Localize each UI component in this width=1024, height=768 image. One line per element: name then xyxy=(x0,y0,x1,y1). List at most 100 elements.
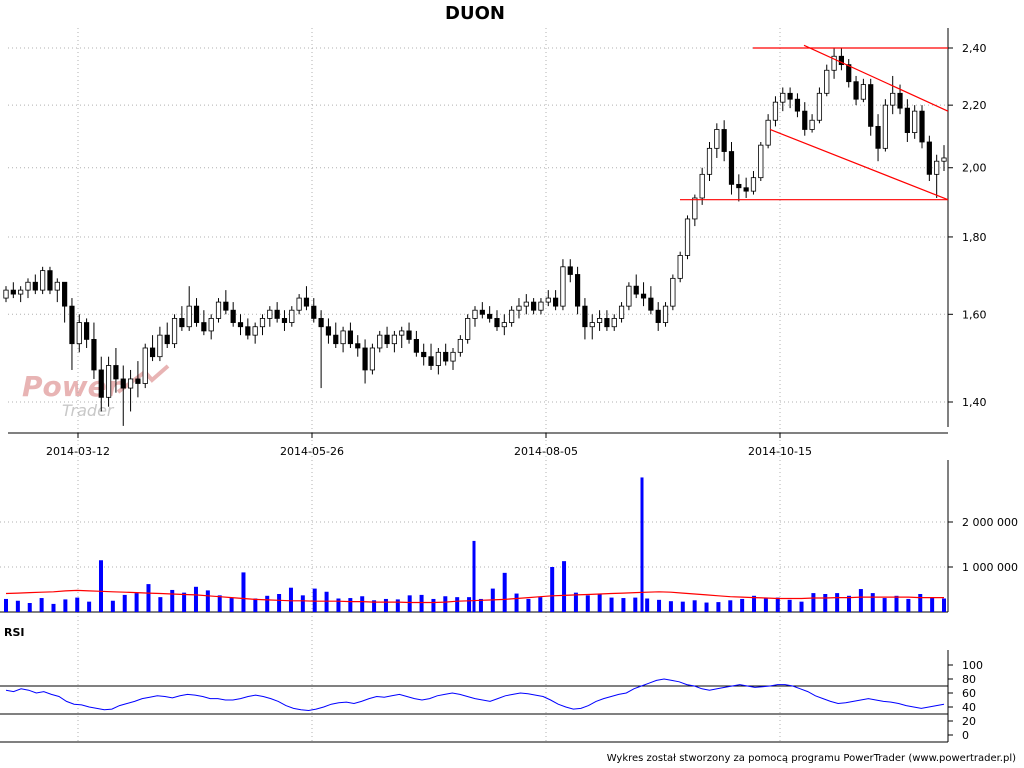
candle xyxy=(816,87,823,124)
watermark-trader-text: Trader xyxy=(62,401,115,420)
candle xyxy=(582,298,588,340)
candle-body xyxy=(399,330,405,336)
rsi-series xyxy=(0,678,948,715)
candle-body xyxy=(677,255,683,279)
volume-bar xyxy=(752,595,757,612)
upper-channel-line xyxy=(803,44,949,112)
candle-body xyxy=(325,326,332,336)
volume-tick-label: 2 000 000 xyxy=(962,516,1018,529)
volume-bar xyxy=(514,593,519,612)
candle-body xyxy=(201,322,207,332)
candle-body xyxy=(450,351,456,362)
volume-bar xyxy=(799,601,804,612)
volume-bar xyxy=(562,561,567,612)
candle xyxy=(523,294,529,315)
candle-body xyxy=(875,125,881,149)
volume-bar xyxy=(300,595,305,612)
candle-body xyxy=(76,322,82,345)
candle-body xyxy=(582,305,588,328)
candle xyxy=(113,347,119,393)
price-tick-label: 1,40 xyxy=(962,396,987,409)
candle xyxy=(193,298,200,327)
price-tick-label: 1,80 xyxy=(962,231,987,244)
candle xyxy=(868,78,874,136)
volume-bar xyxy=(633,597,638,612)
volume-bar xyxy=(277,594,282,612)
volume-bar xyxy=(419,594,424,612)
candle-body xyxy=(25,281,31,291)
footer-credit: Wykres został stworzony za pomocą progra… xyxy=(607,753,1016,764)
candle xyxy=(538,298,544,315)
candle-body xyxy=(355,343,361,349)
candle xyxy=(237,314,244,336)
candle xyxy=(714,123,720,158)
candle-body xyxy=(912,110,918,133)
volume-bar xyxy=(680,601,685,612)
candle-body xyxy=(633,285,639,295)
candle xyxy=(604,310,610,331)
candle-body xyxy=(560,266,566,307)
volume-bar xyxy=(217,595,222,612)
candle xyxy=(750,171,757,195)
volume-bar xyxy=(728,600,733,612)
candle-body xyxy=(91,339,97,371)
candle-body xyxy=(743,187,749,192)
candle-body xyxy=(10,289,16,295)
candle xyxy=(369,343,376,375)
candle-body xyxy=(838,55,845,66)
candle xyxy=(611,314,617,331)
price-tick-label: 2,40 xyxy=(962,42,987,55)
candle-body xyxy=(435,351,441,366)
candle xyxy=(32,274,38,295)
candle-body xyxy=(347,330,354,345)
candle-body xyxy=(758,144,764,179)
candle xyxy=(245,318,251,340)
candle-body xyxy=(105,365,112,398)
candle xyxy=(443,343,449,366)
candle xyxy=(662,302,669,327)
candle xyxy=(127,369,134,412)
candle-body xyxy=(443,351,449,362)
candle-body xyxy=(281,318,288,323)
candle xyxy=(267,306,273,327)
candle-body xyxy=(472,309,478,319)
volume-bar xyxy=(894,595,899,612)
volume-bar xyxy=(395,599,400,612)
candle xyxy=(274,302,280,323)
candle-body xyxy=(640,293,647,299)
candle xyxy=(596,310,603,331)
candle-body xyxy=(589,322,595,328)
price-tick-label: 2,20 xyxy=(962,99,987,112)
candle-body xyxy=(846,64,852,83)
volume-bar xyxy=(538,597,543,612)
candle-body xyxy=(780,92,786,103)
candle xyxy=(941,145,947,172)
candle xyxy=(157,326,163,362)
candle xyxy=(553,290,559,311)
candle xyxy=(846,59,852,88)
candle xyxy=(574,266,581,315)
candle-body xyxy=(662,305,669,323)
candle xyxy=(509,306,515,327)
candlestick-series xyxy=(3,48,947,426)
volume-bar xyxy=(455,597,460,612)
candle xyxy=(758,141,764,182)
candle-body xyxy=(904,107,910,133)
candle-body xyxy=(926,141,932,175)
candle xyxy=(40,266,46,295)
candle-body xyxy=(340,330,346,345)
candle xyxy=(882,99,888,152)
candle xyxy=(428,343,434,370)
candle-body xyxy=(736,183,742,189)
volume-bar xyxy=(39,598,44,612)
volume-bar xyxy=(27,603,32,612)
volume-bar xyxy=(205,590,210,612)
candle xyxy=(25,278,31,299)
volume-bar xyxy=(930,597,935,612)
candle-body xyxy=(787,92,793,100)
candle-body xyxy=(3,289,9,299)
candle xyxy=(912,105,918,139)
candle-body xyxy=(692,197,698,220)
candle-body xyxy=(802,110,808,130)
